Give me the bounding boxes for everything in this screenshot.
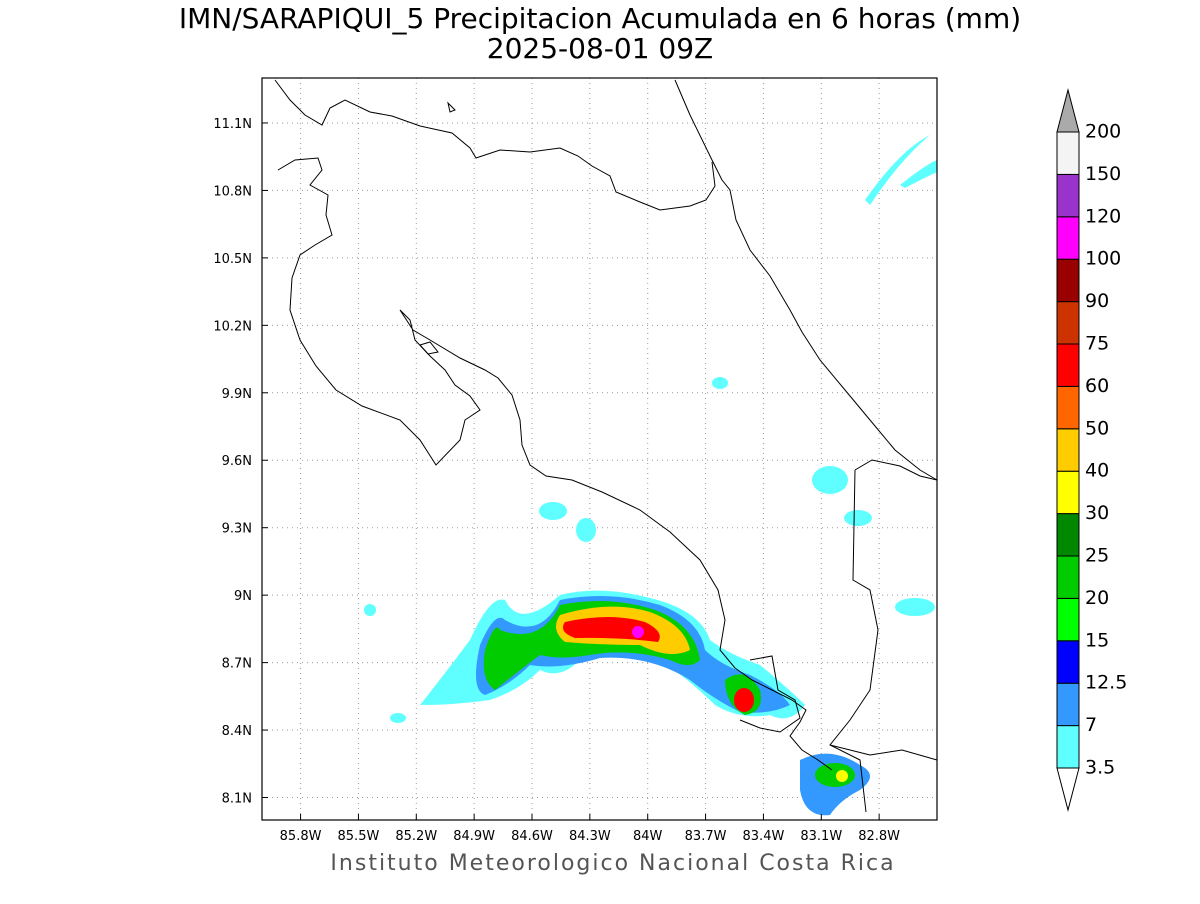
x-tick-label: 85.5W [338,829,380,844]
axes: 85.8W 85.5W 85.2W 84.9W 84.6W 84.3W 84W 83.7W 83… [213,117,900,844]
colorbar-label: 90 [1085,290,1109,312]
x-tick-label: 83.1W [800,829,842,844]
colorbar-box [1056,173,1080,218]
map-frame [261,77,938,821]
precip-area [712,377,728,389]
coastline [277,157,833,771]
colorbar-box [1056,513,1080,557]
x-tick-label: 84.6W [511,829,553,844]
colorbar-box [1056,343,1080,387]
precip-area [895,598,935,616]
y-tick-label: 8.7N [222,657,252,672]
grid [262,78,937,820]
x-tick-label: 82.8W [858,829,900,844]
colorbar-box [1056,555,1080,599]
x-tick-label: 84.3W [569,829,611,844]
colorbar-label: 3.5 [1085,757,1115,779]
y-tick-label: 9N [234,589,252,604]
precip-area [576,518,596,542]
colorbar-label: 60 [1085,375,1109,397]
x-tick-label: 85.8W [280,829,322,844]
x-tick-label: 84.9W [453,829,495,844]
y-tick-label: 9.3N [222,522,252,537]
y-tick-label: 9.6N [222,454,252,469]
y-tick-label: 11.1N [213,117,252,132]
precip-area [836,770,848,782]
coastline [274,79,716,211]
y-tick-label: 10.5N [213,252,252,267]
colorbar-label: 150 [1085,163,1121,185]
colorbar-box [1056,682,1080,727]
colorbar-label: 200 [1085,121,1121,143]
colorbar-label: 20 [1085,587,1109,609]
x-tick-label: 84W [633,829,663,844]
colorbar-label: 50 [1085,417,1109,439]
colorbar-box [1056,725,1080,769]
colorbar-box [1056,640,1080,684]
colorbar-label: 120 [1085,205,1121,227]
border [829,469,879,813]
x-tick-label: 83.4W [743,829,785,844]
colorbar-label: 100 [1085,248,1121,270]
colorbar: 3.5 7 12.5 15 20 25 30 40 50 60 75 90 100 120 150 200 [1056,88,1127,812]
precip-area [390,713,406,723]
coastline [829,744,938,761]
colorbar-label: 15 [1085,629,1109,651]
colorbar-box [1056,428,1080,472]
colorbar-label: 7 [1085,714,1097,736]
border [739,655,801,733]
y-tick-label: 8.4N [222,724,252,739]
precip-area [812,466,848,494]
colorbar-box [1056,385,1080,430]
precip-area [364,604,376,616]
island [447,101,456,113]
coastline [674,79,938,481]
precip-area [815,763,855,787]
island [419,341,439,355]
footer: Instituto Meteorologico Nacional Costa R… [330,851,895,876]
y-tick-label: 8.1N [222,792,252,807]
title: IMN/SARAPIQUI_5 Precipitacion Acumulada … [179,2,1021,35]
colorbar-label: 30 [1085,502,1109,524]
precip-area [844,510,872,526]
colorbar-label: 12.5 [1085,672,1127,694]
y-tick-label: 9.9N [222,387,252,402]
precip-area [734,688,754,712]
colorbar-label: 25 [1085,545,1109,567]
y-tick-label: 10.2N [213,319,252,334]
colorbar-box [1056,258,1080,303]
colorbar-box [1056,597,1080,642]
precip-area [900,160,937,188]
precip-area [865,135,930,205]
coastlines [274,79,938,813]
precip-area [539,502,567,520]
y-tick-label: 10.8N [213,184,252,199]
x-tick-label: 83.7W [685,829,727,844]
colorbar-under [1056,767,1080,812]
colorbar-label: 75 [1085,333,1109,355]
colorbar-box [1056,470,1080,515]
colorbar-box [1056,216,1080,260]
colorbar-box [1056,301,1080,345]
precip-area [632,626,644,638]
subtitle: 2025-08-01 09Z [487,32,713,65]
coastline [854,459,938,481]
colorbar-over [1056,88,1080,133]
x-tick-label: 85.2W [395,829,437,844]
colorbar-label: 40 [1085,460,1109,482]
precipitation-field [364,135,937,816]
colorbar-box [1056,131,1080,175]
